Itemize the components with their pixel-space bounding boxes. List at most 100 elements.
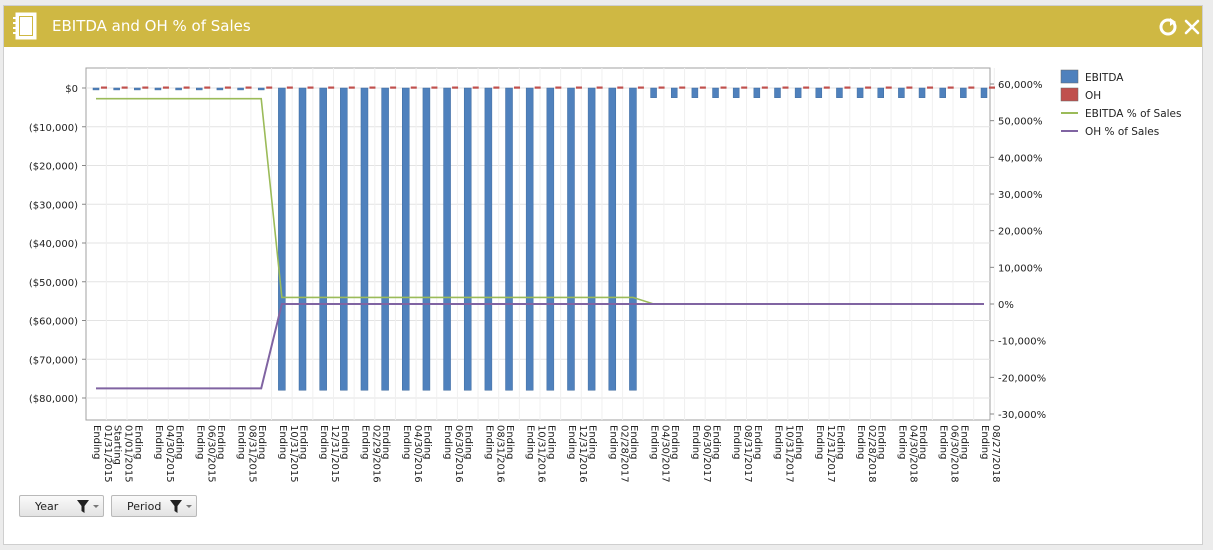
x-tick-label-line2: 12/31/2016	[577, 425, 588, 483]
y-right-tick-label: -10,000%	[998, 337, 1046, 348]
x-tick-label-line1: Ending	[401, 425, 412, 459]
x-tick-label: Ending	[628, 425, 639, 459]
x-tick-label: Ending	[174, 425, 185, 459]
close-icon[interactable]	[1182, 17, 1202, 37]
y-left-tick-label: $0	[65, 84, 78, 95]
window-title: EBITDA and OH % of Sales	[52, 17, 251, 35]
ebitda-bar	[113, 87, 120, 91]
oh-bar	[741, 86, 748, 89]
x-tick-label: Ending 12/31/2015	[318, 425, 340, 483]
y-right-tick-label: 40,000%	[998, 153, 1043, 164]
oh-bar	[699, 86, 706, 89]
y-left-tick-label: ($10,000)	[29, 123, 78, 134]
x-tick-label: Ending	[587, 425, 598, 459]
y-left-tick-label: ($80,000)	[29, 394, 78, 405]
x-tick-label: Ending 04/30/2016	[401, 425, 423, 483]
ebitda-bar	[443, 87, 451, 391]
filter-icon	[170, 500, 192, 513]
x-tick-label-line1: Ending	[194, 425, 205, 459]
title-bar: EBITDA and OH % of Sales	[4, 6, 1202, 47]
x-tick-label-line1: Ending	[772, 425, 783, 459]
x-tick-label-line1: Ending	[814, 425, 825, 459]
x-tick-label-line2: 08/31/2016	[494, 425, 505, 483]
ebitda-bar	[237, 87, 244, 91]
x-tick-label-line1: Ending	[938, 425, 949, 459]
x-tick-label-line2: 10/31/2016	[536, 425, 547, 483]
oh-bar	[431, 86, 438, 89]
legend-label: OH % of Sales	[1085, 126, 1159, 138]
x-tick-label-line2: 10/31/2015	[288, 425, 299, 483]
x-tick-label-line1: Ending	[958, 425, 969, 459]
x-tick-label-line2: 02/28/2018	[866, 425, 877, 483]
ebitda-bar	[856, 87, 864, 98]
ebitda-bar	[278, 87, 286, 391]
legend-swatch	[1060, 87, 1079, 102]
x-tick-label: Ending	[504, 425, 515, 459]
ebitda-bar	[257, 87, 265, 91]
x-tick-label: Starting 01/01/2015	[112, 425, 134, 483]
x-tick-label: Ending	[545, 425, 556, 459]
x-tick-label-line2: 02/28/2017	[618, 425, 629, 483]
oh-bar	[885, 86, 892, 89]
x-tick-label: Ending	[298, 425, 309, 459]
x-tick-label: Ending	[215, 425, 226, 459]
oh-bar	[348, 86, 355, 89]
x-tick-label-line1: Ending	[236, 425, 247, 459]
x-tick-label: Ending 02/29/2016	[359, 425, 381, 483]
ebitda-bar	[402, 87, 410, 391]
y-left-tick-label: ($30,000)	[29, 200, 78, 211]
x-tick-label: Ending 02/28/2018	[855, 425, 877, 483]
x-tick-label: Ending 04/30/2017	[649, 425, 671, 483]
x-tick-label: Ending	[834, 425, 845, 459]
x-tick-label-line2: 10/31/2017	[783, 425, 794, 483]
x-tick-label-line1: Ending	[896, 425, 907, 459]
ebitda-bar	[712, 87, 719, 98]
x-tick-label: Ending 12/31/2016	[566, 425, 588, 483]
ebitda-bar	[567, 87, 575, 391]
oh-bar	[823, 86, 830, 89]
x-tick-label-line2: 08/31/2017	[742, 425, 753, 483]
ebitda-bar	[898, 87, 905, 98]
ebitda-bar	[505, 87, 513, 391]
x-tick-label-line1: Ending	[834, 425, 845, 459]
ebitda-bar	[422, 87, 431, 391]
x-tick-label-line1: Ending	[690, 425, 701, 459]
x-tick-label: Ending 08/31/2017	[731, 425, 753, 483]
year-filter-button[interactable]: Year	[19, 495, 104, 517]
x-tick-label-line1: Ending	[628, 425, 639, 459]
y-right-tick-label: 60,000%	[998, 80, 1043, 91]
refresh-icon[interactable]	[1158, 17, 1178, 37]
ebitda-bar	[196, 87, 203, 91]
plot-area	[85, 67, 991, 421]
ebitda-bar	[939, 87, 946, 98]
period-filter-button[interactable]: Period	[111, 495, 197, 517]
legend-label: EBITDA	[1085, 72, 1124, 84]
oh-bar	[101, 86, 107, 89]
ebitda-bar	[650, 87, 657, 98]
oh-bar	[204, 86, 211, 89]
oh-bar	[245, 86, 252, 89]
oh-bar	[162, 86, 169, 89]
x-tick-label-line1: Ending	[793, 425, 804, 459]
x-tick-label-line2: 12/31/2015	[329, 425, 340, 483]
oh-bar	[865, 86, 872, 89]
x-tick-label-line2: 01/31/2015	[102, 425, 113, 483]
ebitda-bar	[381, 87, 389, 391]
oh-bar	[369, 86, 376, 89]
x-tick-label-line2: 06/30/2017	[701, 425, 712, 483]
oh-pct-line	[96, 303, 984, 390]
x-tick-label-line1: Ending	[442, 425, 453, 459]
ebitda-bar	[340, 87, 348, 391]
oh-bar	[390, 86, 397, 89]
oh-bar	[617, 86, 624, 89]
x-tick-label: Ending 06/30/2015	[194, 425, 216, 483]
x-tick-label-line2: 06/30/2016	[453, 425, 464, 483]
x-tick-label-line1: Ending	[525, 425, 536, 459]
oh-bar	[679, 86, 686, 89]
x-tick-label-line1: Ending	[752, 425, 763, 459]
x-tick-label: Ending 04/30/2018	[896, 425, 918, 483]
y-left-tick-label: ($70,000)	[29, 355, 78, 366]
ebitda-bar	[175, 87, 182, 91]
x-tick-label: Ending	[669, 425, 680, 459]
ebitda-bar	[525, 87, 534, 391]
